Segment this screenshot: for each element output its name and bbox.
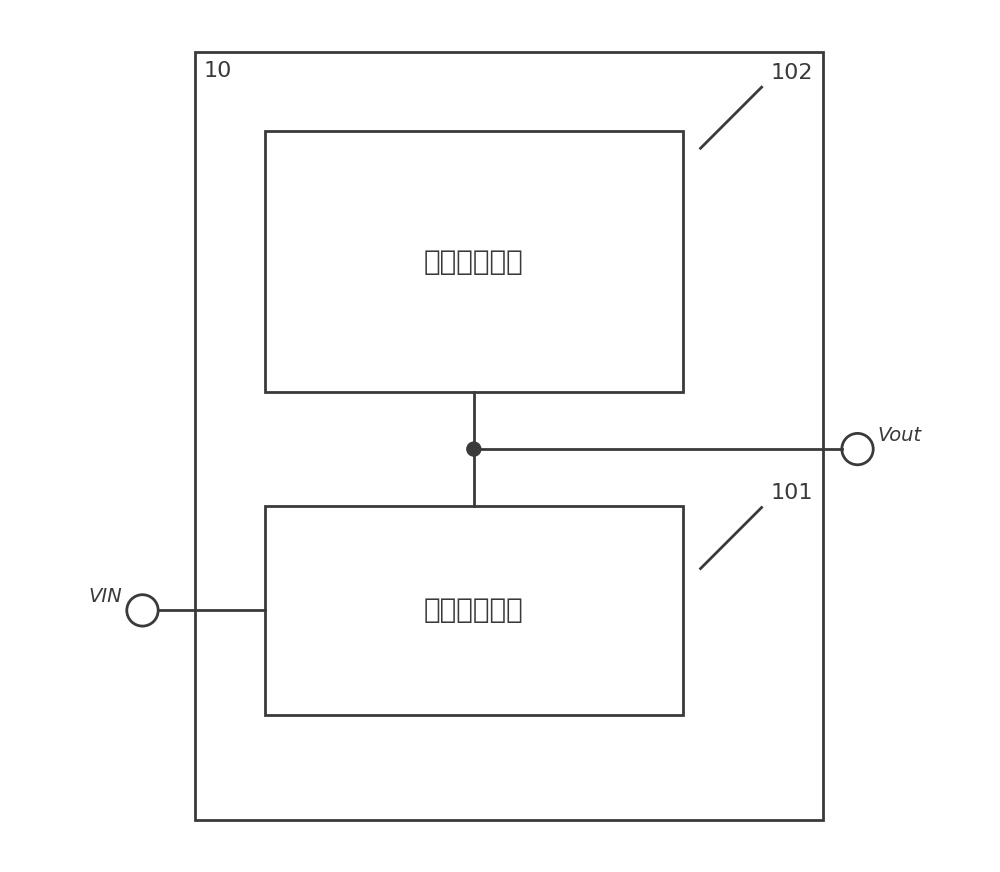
Text: VIN: VIN <box>89 587 122 606</box>
Text: 10: 10 <box>204 61 232 81</box>
Text: 输入放大电路: 输入放大电路 <box>424 596 524 624</box>
Text: 自举上拉电路: 自举上拉电路 <box>424 248 524 276</box>
Bar <box>265 506 683 715</box>
Bar <box>265 131 683 392</box>
Text: 101: 101 <box>770 483 813 503</box>
Text: Vout: Vout <box>878 426 922 445</box>
Bar <box>195 52 823 820</box>
Circle shape <box>467 442 481 456</box>
Text: 102: 102 <box>770 63 813 83</box>
